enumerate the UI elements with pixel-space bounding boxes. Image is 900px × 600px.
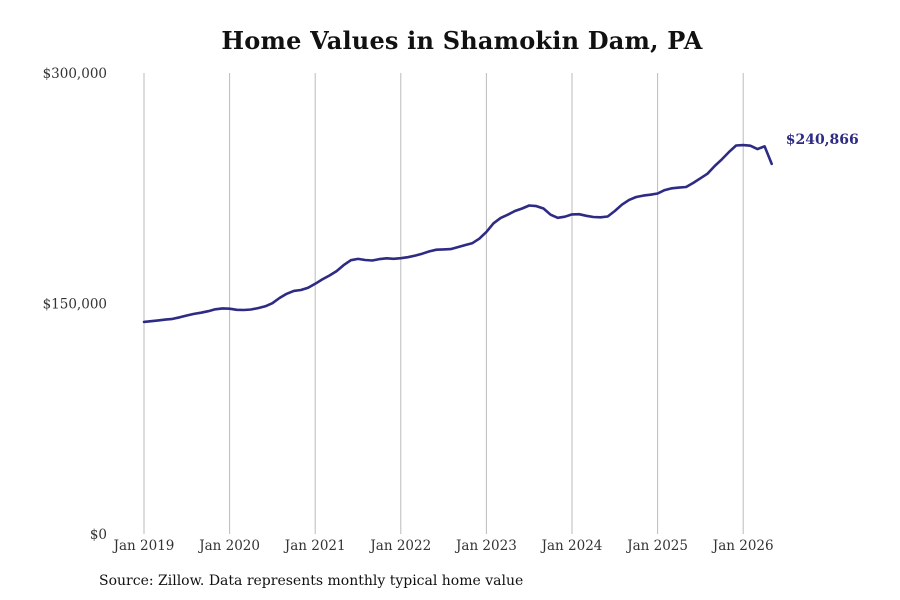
y-tick-label: $300,000	[43, 66, 107, 82]
x-tick-label-2024: Jan 2024	[540, 538, 603, 554]
y-tick-label: $150,000	[43, 297, 107, 313]
x-tick-label-2026: Jan 2026	[711, 538, 774, 554]
home-value-series-line	[142, 143, 774, 324]
series-line-group	[142, 143, 774, 324]
gridlines	[143, 73, 744, 534]
chart-title: Home Values in Shamokin Dam, PA	[221, 26, 703, 55]
annotation-layer: $240,866	[786, 132, 859, 148]
y-tick-label: $0	[90, 527, 107, 543]
source-note: Source: Zillow. Data represents monthly …	[99, 573, 524, 589]
x-tick-label-2022: Jan 2022	[368, 538, 431, 554]
x-tick-label-2019: Jan 2019	[112, 538, 175, 554]
x-tick-label-2020: Jan 2020	[197, 538, 260, 554]
x-tick-label-2025: Jan 2025	[625, 538, 688, 554]
x-axis-tick-labels: Jan 2019 Jan 2020 Jan 2021 Jan 2022 Jan 2023…	[112, 538, 774, 554]
x-tick-label-2023: Jan 2023	[454, 538, 517, 554]
x-tick-label-2021: Jan 2021	[283, 538, 346, 554]
last-value-label: $240,866	[786, 132, 859, 148]
y-axis-tick-labels: $0 $150,000 $300,000	[43, 66, 107, 543]
